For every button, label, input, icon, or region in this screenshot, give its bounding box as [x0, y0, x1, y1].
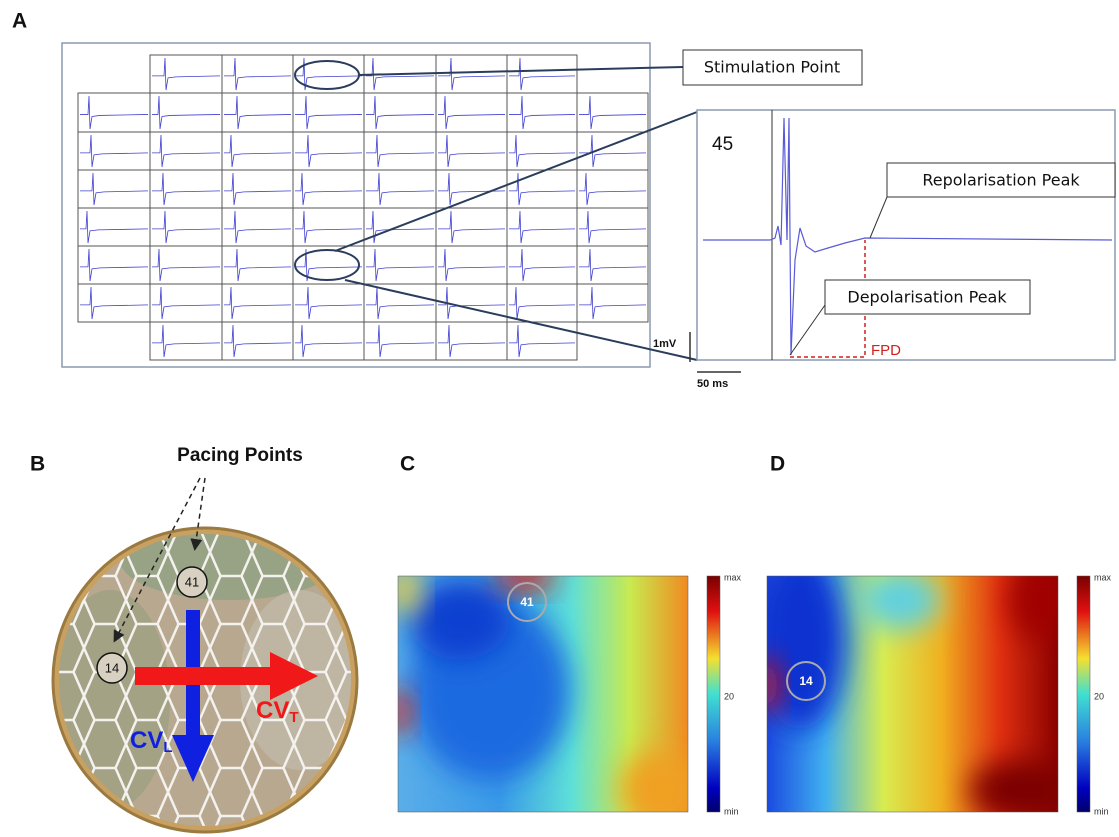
colorbar-label: 20 [724, 691, 734, 701]
callout: Stimulation Point [704, 58, 840, 77]
colorbar [1077, 576, 1090, 812]
colorbar [707, 576, 720, 812]
pacing-label: 41 [520, 595, 534, 609]
panel-label: A [12, 10, 27, 33]
pacing-label: 14 [799, 674, 813, 688]
pacing-label: 41 [185, 574, 199, 589]
figure: A Stimulation Point 45 FPD Repolarisatio… [0, 0, 1119, 837]
panel-label: B [30, 453, 45, 476]
panel-label: D [770, 453, 785, 476]
colorbar-label: 20 [1094, 691, 1104, 701]
colorbar-label: min [1094, 806, 1109, 816]
fpd-label: FPD [871, 342, 901, 359]
colorbar-label: max [1094, 572, 1112, 582]
colorbar-label: min [724, 806, 739, 816]
channel-label: 45 [712, 134, 733, 155]
callout: Repolarisation Peak [922, 171, 1080, 190]
pacing-title: Pacing Points [177, 445, 303, 466]
zoom-frame [697, 110, 1115, 360]
colorbar-label: max [724, 572, 742, 582]
scale-label: 50 ms [697, 378, 728, 390]
panel-label: C [400, 453, 415, 476]
pacing-label: 14 [105, 660, 119, 675]
heatmap [386, 562, 700, 830]
scale-label: 1mV [653, 338, 677, 350]
callout: Depolarisation Peak [847, 288, 1007, 307]
